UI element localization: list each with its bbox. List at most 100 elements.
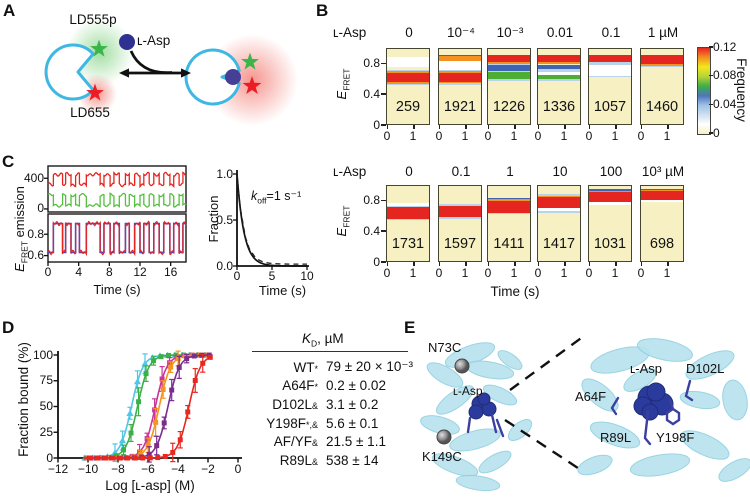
fret-heatmap — [588, 48, 632, 125]
data-point-WT — [126, 409, 134, 416]
tick-mark — [709, 103, 713, 106]
x-tick-label: 0 — [383, 266, 391, 280]
heatmap-band — [641, 199, 683, 202]
efret-sub: FRET — [341, 205, 352, 228]
x-tick-label: 4 — [75, 265, 82, 279]
data-point-AF/YF — [191, 353, 197, 359]
tick-mark — [615, 125, 617, 129]
d-y-axis-label: Fraction bound (%) — [16, 342, 31, 457]
data-point-D102L — [167, 360, 173, 366]
colorbar-tick-label: 0.12 — [713, 39, 737, 54]
fret-heatmap — [588, 185, 632, 262]
c-y-axis-label: EFRET emission — [12, 160, 30, 298]
molecule-count: 1731 — [391, 236, 425, 252]
heatmap-band — [589, 191, 631, 193]
closed-protein-outline — [184, 48, 241, 106]
y-tick-label: 0.0 — [216, 258, 233, 273]
protein-ribbon — [722, 379, 748, 421]
data-point-D102L — [152, 407, 158, 413]
heatmap-band — [589, 75, 631, 78]
kd-row: WT * 79 ± 20 × 10⁻³ — [246, 358, 414, 377]
concentration-label: 0 — [405, 164, 413, 179]
protein-ribbon — [718, 458, 750, 482]
zoom-guide-line — [509, 335, 585, 391]
x-tick-label: 0 — [435, 266, 443, 280]
data-point-A64F — [136, 399, 142, 405]
kd-value: 0.2 ± 0.02 — [326, 378, 386, 394]
fret-trace — [47, 220, 187, 257]
data-point-Y198F — [160, 386, 166, 392]
data-point-R89L — [110, 455, 116, 461]
data-point-R89L — [132, 455, 138, 461]
heatmap-band — [641, 54, 683, 64]
fret-heatmap — [487, 48, 531, 125]
tick-mark — [438, 262, 440, 266]
x-tick-label: 0 — [44, 265, 52, 279]
tick-mark — [487, 125, 489, 129]
open-protein-outline — [44, 43, 95, 101]
efret-e: E — [12, 263, 27, 272]
heatmap-band — [387, 71, 429, 73]
data-point-Y198F — [145, 442, 151, 448]
colorbar-gradient — [697, 47, 711, 135]
heatmap-band — [538, 65, 580, 69]
x-tick-label: 0 — [585, 129, 593, 143]
colorbar-tick-label: 0 — [713, 125, 720, 140]
measured-decay-line — [236, 173, 307, 265]
kd-value: 79 ± 20 × 10⁻³ — [326, 359, 413, 375]
protein-ribbon — [449, 428, 501, 452]
data-point-Y198F — [175, 356, 181, 362]
heatmap-band — [641, 65, 683, 68]
concentration-label: 10 — [552, 164, 568, 179]
heatmap-band — [439, 69, 481, 72]
fret-heatmap — [487, 185, 531, 262]
panel-letter-b: B — [316, 1, 329, 20]
residue-stick — [495, 418, 505, 438]
x-tick-label: 1 — [409, 266, 417, 280]
concentration-label: 0.1 — [451, 164, 471, 179]
koff-value: =1 s⁻¹ — [266, 189, 302, 203]
molecule-count: 698 — [649, 236, 675, 252]
heatmap-band — [387, 82, 429, 84]
residue-stick — [684, 379, 694, 402]
data-point-R89L — [102, 455, 108, 461]
ligand-label-left: ʟ-Asp — [453, 384, 483, 398]
kd-row: D102L & 3.1 ± 0.2 — [246, 395, 414, 414]
b-bottom-row-ligand-label: ʟ-Asp — [333, 164, 367, 179]
x-tick-label: 1 — [510, 129, 518, 143]
x-tick-label: 1 — [560, 266, 568, 280]
residue-stick — [490, 413, 498, 434]
heatmap-band — [387, 72, 429, 83]
x-tick-label: 1 — [560, 129, 568, 143]
labeling-site-sphere-k149c — [436, 429, 452, 445]
footnote-mark: * — [314, 363, 318, 374]
tick-mark — [615, 262, 617, 266]
acceptor-star-icon — [242, 76, 262, 95]
data-point-AF/YF — [154, 443, 160, 449]
tick-mark — [381, 93, 386, 95]
tick-mark — [564, 262, 566, 266]
data-point-R89L — [192, 377, 198, 383]
heatmap-band — [538, 196, 580, 198]
data-point-R89L — [117, 455, 123, 461]
residue-label-a64f: A64F — [575, 389, 607, 404]
tick-mark — [438, 125, 440, 129]
heatmap-band — [538, 194, 580, 196]
footnote-mark: & — [311, 456, 318, 467]
residue-ring — [665, 407, 681, 426]
molecule-count: 259 — [395, 99, 421, 115]
residue-label-d102l: D102L — [686, 361, 725, 376]
heatmap-band — [488, 64, 530, 66]
data-point-WT — [118, 437, 127, 444]
protein-ribbon — [478, 450, 512, 474]
heatmap-band — [488, 54, 530, 63]
residue-stick — [668, 398, 675, 411]
data-point-Y198F — [153, 419, 159, 425]
heatmap-band — [488, 199, 530, 202]
molecule-count: 1411 — [493, 236, 525, 252]
molecule-count: 1057 — [593, 99, 627, 115]
molecule-count: 1226 — [492, 99, 526, 115]
fret-heatmap — [386, 185, 430, 262]
y-tick-label: 0.6 — [27, 248, 44, 263]
ligand-density-blob — [646, 382, 666, 402]
